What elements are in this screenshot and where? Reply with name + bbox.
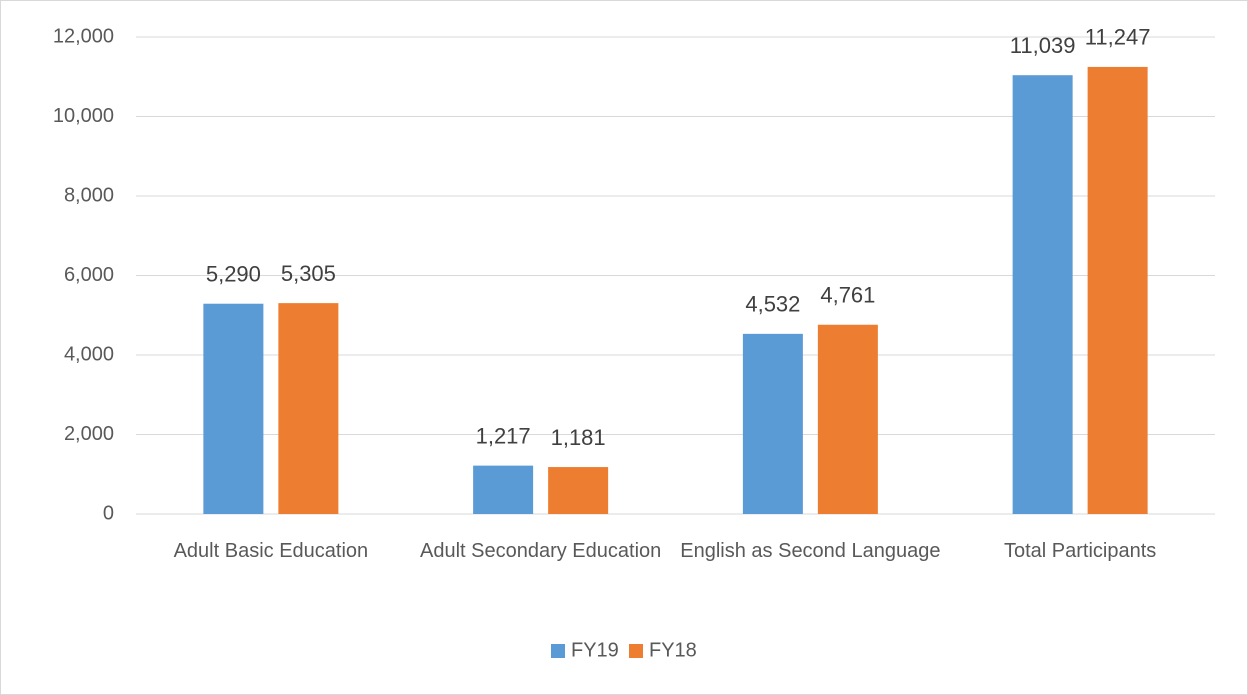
data-label: 5,290 — [206, 262, 261, 287]
x-tick-label: English as Second Language — [680, 540, 941, 562]
data-label: 1,181 — [551, 425, 606, 450]
legend-label: FY18 — [649, 639, 697, 661]
x-tick-label-box: Total Participants — [1003, 540, 1157, 562]
bar — [1012, 75, 1073, 514]
legend-swatch — [551, 644, 565, 658]
legend-label: FY19 — [571, 639, 619, 661]
data-label: 5,305 — [281, 261, 336, 286]
y-tick-label: 10,000 — [53, 105, 114, 127]
x-tick-label-box: Adult Secondary Education — [419, 540, 662, 562]
y-tick-label: 2,000 — [64, 423, 114, 445]
y-tick-label: 6,000 — [64, 264, 114, 286]
data-label: 4,761 — [820, 283, 875, 308]
data-label: 11,247 — [1085, 25, 1151, 50]
y-tick-label: 8,000 — [64, 184, 114, 206]
y-tick-label: 0 — [103, 502, 114, 524]
x-tick-label: Adult Secondary Education — [419, 540, 662, 562]
y-tick-label: 4,000 — [64, 343, 114, 365]
legend-swatch — [629, 644, 643, 658]
bar — [548, 467, 609, 514]
bar — [742, 333, 803, 514]
bar — [203, 303, 264, 514]
x-tick-label-box: English as Second Language — [680, 540, 941, 562]
bar — [473, 465, 534, 514]
bar — [817, 324, 878, 514]
data-label: 1,217 — [476, 423, 531, 448]
x-tick-label: Total Participants — [1003, 540, 1157, 562]
x-tick-label-box: Adult Basic Education — [173, 540, 369, 562]
data-label: 11,039 — [1010, 33, 1076, 58]
y-tick-label: 12,000 — [53, 25, 114, 47]
bar — [1087, 66, 1148, 514]
bar — [278, 303, 339, 514]
data-label: 4,532 — [745, 292, 800, 317]
x-tick-label: Adult Basic Education — [173, 540, 369, 562]
